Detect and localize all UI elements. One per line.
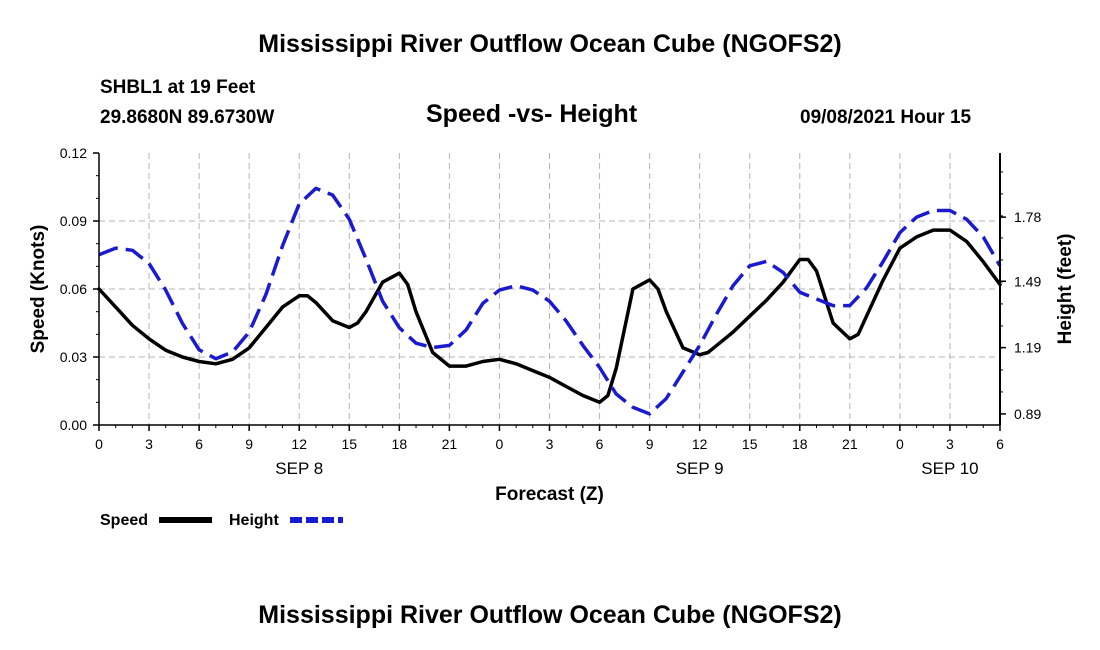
y2-axis-title: Height (feet) [1055,234,1076,345]
x-tick-label: 18 [392,436,408,452]
y-tick-label: 0.12 [60,145,87,161]
x-tick-label: 18 [792,436,808,452]
station-name: SHBL1 at 19 Feet [100,77,256,98]
x-tick-label: 0 [896,436,904,452]
y-tick-label: 0.09 [60,213,87,229]
page-title-top: Mississippi River Outflow Ocean Cube (NG… [258,30,842,58]
grid-layer [99,153,1000,425]
date-label: SEP 8 [275,459,323,478]
legend-label-speed: Speed [100,512,148,529]
x-tick-label: 0 [496,436,504,452]
forecast-datetime: 09/08/2021 Hour 15 [800,107,972,128]
x-tick-label: 21 [842,436,858,452]
axis-layer [93,152,1006,431]
y-tick-label: 0.00 [60,417,87,433]
x-tick-label: 6 [996,436,1004,452]
label-layer: 0.00 0.03 0.06 0.09 0.12 0.89 1.19 1.49 1.78 0 3 6 9… [28,145,1076,529]
legend-label-height: Height [229,512,279,529]
x-tick-label: 3 [546,436,554,452]
station-coordinates: 29.8680N 89.6730W [100,107,275,128]
y2-tick-label: 1.19 [1014,340,1041,356]
x-tick-label: 3 [145,436,153,452]
x-tick-label: 9 [646,436,654,452]
y-tick-label: 0.03 [60,349,87,365]
y-tick-label: 0.06 [60,281,87,297]
page-title-bottom: Mississippi River Outflow Ocean Cube (NG… [258,601,842,629]
x-tick-label: 12 [692,436,708,452]
plot-title: Speed -vs- Height [426,100,638,128]
x-tick-label: 0 [95,436,103,452]
speed-series-line [97,228,1002,405]
y2-tick-label: 1.49 [1014,273,1041,289]
y2-tick-label: 1.78 [1014,209,1041,225]
date-label: SEP 10 [921,459,978,478]
x-tick-label: 12 [291,436,307,452]
y2-tick-label: 0.89 [1014,406,1041,422]
date-label: SEP 9 [676,459,724,478]
x-tick-label: 21 [442,436,458,452]
series-layer [97,186,1002,416]
height-series-line [98,186,1002,416]
x-tick-label: 3 [946,436,954,452]
y-axis-title: Speed (Knots) [28,225,49,354]
x-axis-title: Forecast (Z) [495,484,604,505]
x-tick-label: 15 [742,436,758,452]
x-tick-label: 6 [596,436,604,452]
x-tick-label: 6 [195,436,203,452]
x-tick-label: 9 [245,436,253,452]
x-tick-label: 15 [341,436,357,452]
